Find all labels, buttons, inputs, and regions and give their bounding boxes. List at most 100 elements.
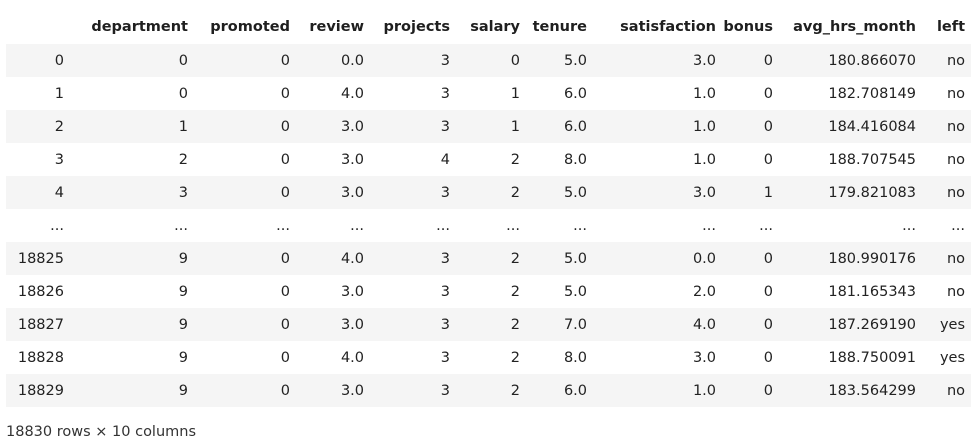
cell-projects: 3 [440,349,450,366]
cell-review: 3.0 [340,283,364,300]
cell-satisfaction: 4.0 [692,316,716,333]
cell-left: yes [939,316,965,333]
cell-promoted: 0 [280,184,290,201]
cell-promoted: 0 [280,85,290,102]
cell-department: 1 [178,118,188,135]
cell-satisfaction: ... [702,217,716,234]
cell-department: 3 [178,184,188,201]
cell-promoted: 0 [280,151,290,168]
row-index: 0 [54,52,64,69]
dataframe-table: department promoted review projects sala… [6,10,971,407]
cell-projects: 3 [440,250,450,267]
cell-satisfaction: 3.0 [692,349,716,366]
table-row: 0 0 0 0.0 3 0 5.0 3.0 0 180.866070 no [6,44,971,77]
cell-bonus: 0 [763,349,773,366]
cell-avg-hrs-month: 179.821083 [828,184,916,201]
column-header-review: review [309,19,364,35]
cell-review: 4.0 [340,349,364,366]
cell-promoted: 0 [280,250,290,267]
cell-bonus: ... [759,217,773,234]
cell-projects: 3 [440,316,450,333]
cell-bonus: 1 [763,184,773,201]
table-row: 18828 9 0 4.0 3 2 8.0 3.0 0 188.750091 y… [6,341,971,374]
cell-review: 4.0 [340,250,364,267]
cell-left: no [946,250,965,267]
cell-bonus: 0 [763,85,773,102]
cell-avg-hrs-month: 182.708149 [828,85,916,102]
cell-avg-hrs-month: 180.866070 [828,52,916,69]
row-index: 18828 [17,349,64,366]
cell-avg-hrs-month: 184.416084 [828,118,916,135]
row-index: ... [50,217,64,234]
cell-bonus: 0 [763,151,773,168]
cell-left: no [946,151,965,168]
cell-department: 9 [178,382,188,399]
cell-avg-hrs-month: 187.269190 [828,316,916,333]
cell-department: 0 [178,52,188,69]
table-row: 18826 9 0 3.0 3 2 5.0 2.0 0 181.165343 n… [6,275,971,308]
row-index: 2 [54,118,64,135]
cell-tenure: ... [573,217,587,234]
cell-satisfaction: 1.0 [692,118,716,135]
table-row: 18827 9 0 3.0 3 2 7.0 4.0 0 187.269190 y… [6,308,971,341]
cell-bonus: 0 [763,316,773,333]
header-row: department promoted review projects sala… [6,10,971,44]
cell-department: 0 [178,85,188,102]
cell-review: 3.0 [340,118,364,135]
cell-projects: 3 [440,382,450,399]
cell-satisfaction: 1.0 [692,151,716,168]
row-index: 18825 [17,250,64,267]
cell-projects: 3 [440,118,450,135]
row-index: 18829 [17,382,64,399]
cell-review: 3.0 [340,151,364,168]
cell-salary: 0 [510,52,520,69]
column-header-projects: projects [383,19,450,35]
table-row: 18829 9 0 3.0 3 2 6.0 1.0 0 183.564299 n… [6,374,971,407]
cell-bonus: 0 [763,283,773,300]
table-body: 0 0 0 0.0 3 0 5.0 3.0 0 180.866070 no 1 … [6,44,971,407]
row-index: 3 [54,151,64,168]
column-header-promoted: promoted [210,19,290,35]
row-index: 18826 [17,283,64,300]
cell-avg-hrs-month: 188.750091 [828,349,916,366]
cell-salary: 2 [510,250,520,267]
cell-bonus: 0 [763,382,773,399]
cell-tenure: 7.0 [563,316,587,333]
cell-department: 9 [178,349,188,366]
column-header-department: department [91,19,188,35]
cell-tenure: 5.0 [563,283,587,300]
cell-left: no [946,52,965,69]
cell-satisfaction: 3.0 [692,52,716,69]
cell-bonus: 0 [763,52,773,69]
cell-satisfaction: 2.0 [692,283,716,300]
table-row: 4 3 0 3.0 3 2 5.0 3.0 1 179.821083 no [6,176,971,209]
ellipsis-row: ... ... ... ... ... ... ... ... ... ... … [6,209,971,242]
index-header [6,10,64,44]
cell-salary: 2 [510,283,520,300]
cell-projects: ... [436,217,450,234]
cell-satisfaction: 1.0 [692,382,716,399]
cell-salary: 1 [510,85,520,102]
row-index: 1 [54,85,64,102]
cell-left: no [946,118,965,135]
column-header-left: left [936,19,965,35]
cell-review: 3.0 [340,316,364,333]
cell-left: no [946,382,965,399]
cell-salary: 2 [510,316,520,333]
cell-projects: 4 [440,151,450,168]
cell-tenure: 5.0 [563,250,587,267]
cell-review: 4.0 [340,85,364,102]
table-row: 3 2 0 3.0 4 2 8.0 1.0 0 188.707545 no [6,143,971,176]
cell-avg-hrs-month: ... [902,217,916,234]
cell-promoted: 0 [280,283,290,300]
cell-projects: 3 [440,52,450,69]
cell-bonus: 0 [763,250,773,267]
cell-tenure: 5.0 [563,52,587,69]
cell-salary: ... [506,217,520,234]
cell-tenure: 6.0 [563,118,587,135]
row-index: 4 [54,184,64,201]
row-index: 18827 [17,316,64,333]
table-row: 18825 9 0 4.0 3 2 5.0 0.0 0 180.990176 n… [6,242,971,275]
cell-salary: 2 [510,349,520,366]
cell-salary: 2 [510,151,520,168]
